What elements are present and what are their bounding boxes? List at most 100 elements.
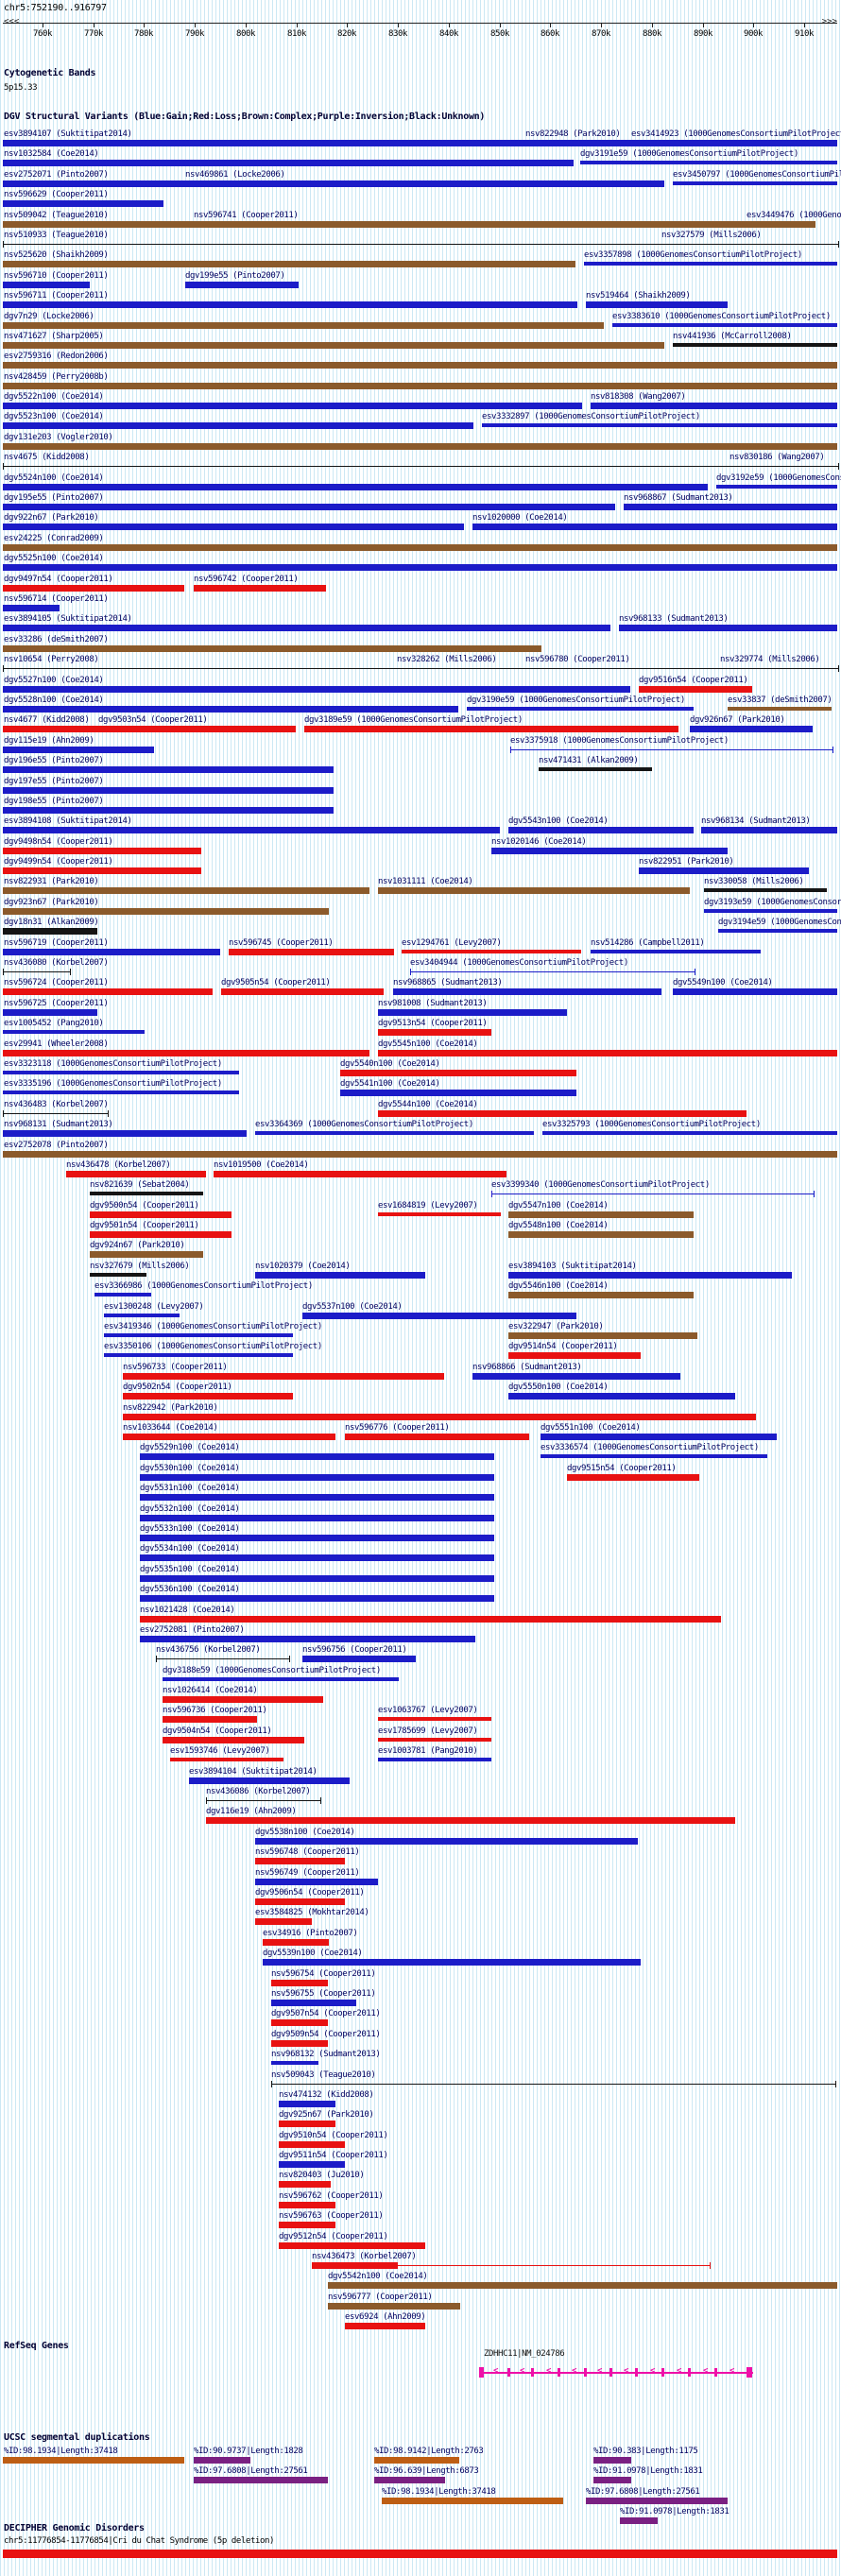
variant-bar[interactable] [378, 1737, 491, 1742]
variant-label[interactable]: dgv5548n100 (Coe2014) [508, 1221, 609, 1231]
variant-label[interactable]: dgv9511n54 (Cooper2011) [279, 2151, 388, 2161]
variant-label[interactable]: dgv5523n100 (Coe2014) [4, 412, 104, 422]
variant-label[interactable]: dgv9499n54 (Cooper2011) [4, 857, 113, 867]
variant-bar[interactable] [3, 240, 839, 248]
variant-label[interactable]: nsv596780 (Cooper2011) [525, 655, 630, 665]
variant-bar[interactable] [378, 1029, 491, 1037]
variant-label[interactable]: nsv968133 (Sudmant2013) [619, 614, 729, 625]
variant-label[interactable]: nsv4675 (Kidd2008) [4, 453, 90, 463]
variant-label[interactable]: dgv5531n100 (Coe2014) [140, 1484, 240, 1494]
variant-label[interactable]: esv3335196 (1000GenomesConsortiumPilotPr… [4, 1079, 222, 1090]
segdup-label[interactable]: %ID:98.1934|Length:37418 [382, 2486, 496, 2497]
variant-label[interactable]: dgv5529n100 (Coe2014) [140, 1443, 240, 1453]
variant-label[interactable]: dgv5539n100 (Coe2014) [263, 1949, 363, 1959]
variant-bar[interactable] [580, 161, 837, 165]
variant-label[interactable]: esv3375918 (1000GenomesConsortiumPilotPr… [510, 735, 729, 746]
variant-label[interactable]: dgv9506n54 (Cooper2011) [255, 1887, 365, 1898]
gene-exon[interactable] [635, 2367, 638, 2377]
variant-bar[interactable] [345, 2323, 425, 2330]
variant-bar[interactable] [206, 1797, 321, 1805]
variant-label[interactable]: nsv329774 (Mills2006) [720, 655, 820, 665]
variant-label[interactable]: nsv968132 (Sudmant2013) [271, 2050, 381, 2060]
variant-bar[interactable] [393, 988, 661, 996]
variant-bar[interactable] [567, 1473, 699, 1481]
variant-bar[interactable] [170, 1758, 283, 1762]
variant-bar[interactable] [472, 1372, 680, 1380]
variant-label[interactable]: esv1300248 (Levy2007) [104, 1301, 204, 1312]
variant-bar[interactable] [591, 403, 837, 410]
decipher-region-bar[interactable] [3, 2550, 837, 2558]
variant-label[interactable]: esv3450797 (1000GenomesConsortiumPilotPr… [673, 169, 841, 180]
variant-bar[interactable] [673, 988, 837, 996]
segdup-label[interactable]: %ID:98.1934|Length:37418 [4, 2447, 118, 2456]
variant-label[interactable]: dgv9500n54 (Cooper2011) [90, 1200, 199, 1211]
segdup-label[interactable]: %ID:90.383|Length:1175 [593, 2447, 698, 2456]
cytoband-label[interactable]: 5p15.33 [4, 83, 38, 93]
variant-bar[interactable] [482, 423, 837, 428]
gene-exon[interactable] [558, 2367, 560, 2377]
variant-label[interactable]: dgv3190e59 (1000GenomesConsortiumPilotPr… [467, 695, 685, 705]
variant-label[interactable]: nsv1020000 (Coe2014) [472, 513, 568, 524]
variant-label[interactable]: nsv822931 (Park2010) [4, 877, 99, 887]
variant-label[interactable]: dgv5542n100 (Coe2014) [328, 2272, 428, 2282]
variant-label[interactable]: nsv822951 (Park2010) [639, 857, 734, 867]
variant-bar[interactable] [156, 1656, 290, 1663]
variant-label[interactable]: dgv924n67 (Park2010) [90, 1241, 185, 1251]
variant-label[interactable]: dgv9507n54 (Cooper2011) [271, 2009, 381, 2019]
variant-label[interactable]: nsv428459 (Perry2008b) [4, 371, 109, 382]
variant-label[interactable]: dgv5550n100 (Coe2014) [508, 1382, 609, 1393]
variant-label[interactable]: nsv596719 (Cooper2011) [4, 937, 109, 948]
variant-bar[interactable] [229, 948, 394, 955]
variant-label[interactable]: nsv596714 (Cooper2011) [4, 593, 109, 604]
variant-label[interactable]: dgv18n31 (Alkan2009) [4, 918, 99, 928]
variant-bar[interactable] [3, 604, 60, 611]
variant-label[interactable]: dgv5528n100 (Coe2014) [4, 695, 104, 705]
variant-label[interactable]: dgv5538n100 (Coe2014) [255, 1827, 355, 1837]
variant-bar[interactable] [263, 1959, 641, 1966]
variant-label[interactable]: esv3383610 (1000GenomesConsortiumPilotPr… [612, 311, 831, 321]
variant-bar[interactable] [140, 1514, 494, 1521]
variant-label[interactable]: dgv9514n54 (Cooper2011) [508, 1342, 618, 1352]
variant-bar[interactable] [271, 2080, 836, 2087]
gene-label[interactable]: ZDHHC11|NM_024786 [484, 2349, 565, 2359]
variant-label[interactable]: esv3325793 (1000GenomesConsortiumPilotPr… [542, 1120, 761, 1130]
variant-label[interactable]: dgv5546n100 (Coe2014) [508, 1281, 609, 1292]
variant-label[interactable]: nsv818308 (Wang2007) [591, 392, 686, 403]
variant-label[interactable]: nsv328262 (Mills2006) [397, 655, 497, 665]
variant-bar[interactable] [639, 867, 809, 875]
variant-bar[interactable] [189, 1777, 350, 1784]
segdup-bar[interactable] [593, 2457, 631, 2464]
variant-label[interactable]: nsv968131 (Sudmant2013) [4, 1120, 113, 1130]
variant-bar[interactable] [3, 1008, 97, 1016]
variant-bar[interactable] [279, 2241, 425, 2249]
variant-label[interactable]: nsv596710 (Cooper2011) [4, 270, 109, 281]
variant-label[interactable]: nsv596711 (Cooper2011) [4, 291, 109, 301]
variant-label[interactable]: esv34916 (Pinto2007) [263, 1928, 358, 1938]
variant-label[interactable]: nsv596762 (Cooper2011) [279, 2190, 384, 2201]
variant-label[interactable]: dgv3189e59 (1000GenomesConsortiumPilotPr… [304, 715, 523, 726]
variant-label[interactable]: nsv596736 (Cooper2011) [163, 1706, 267, 1716]
variant-label[interactable]: dgv5532n100 (Coe2014) [140, 1503, 240, 1514]
variant-bar[interactable] [704, 888, 827, 893]
variant-bar[interactable] [510, 746, 833, 753]
variant-bar[interactable] [123, 1393, 293, 1400]
variant-label[interactable]: nsv436080 (Korbel2007) [4, 958, 109, 969]
variant-label[interactable]: dgv5549n100 (Coe2014) [673, 978, 773, 988]
variant-label[interactable]: esv3894107 (Suktitipat2014) [4, 129, 132, 139]
variant-label[interactable]: esv3399340 (1000GenomesConsortiumPilotPr… [491, 1180, 710, 1191]
decipher-entry-label[interactable]: chr5:11776854-11776854|Cri du Chat Syndr… [4, 2536, 275, 2546]
variant-label[interactable]: nsv436478 (Korbel2007) [66, 1159, 171, 1170]
variant-label[interactable]: nsv596777 (Cooper2011) [328, 2292, 433, 2302]
variant-bar[interactable] [255, 1918, 312, 1926]
variant-label[interactable]: nsv1020146 (Coe2014) [491, 836, 587, 847]
variant-label[interactable]: nsv436483 (Korbel2007) [4, 1099, 109, 1109]
variant-bar[interactable] [673, 342, 837, 347]
variant-label[interactable]: dgv199e55 (Pinto2007) [185, 270, 285, 281]
variant-bar[interactable] [378, 1049, 837, 1056]
variant-bar[interactable] [3, 847, 201, 854]
variant-label[interactable]: esv3350106 (1000GenomesConsortiumPilotPr… [104, 1342, 322, 1352]
variant-bar[interactable] [3, 403, 582, 410]
variant-label[interactable]: nsv1019500 (Coe2014) [214, 1159, 309, 1170]
variant-bar[interactable] [508, 1271, 792, 1279]
variant-bar[interactable] [279, 2100, 335, 2107]
